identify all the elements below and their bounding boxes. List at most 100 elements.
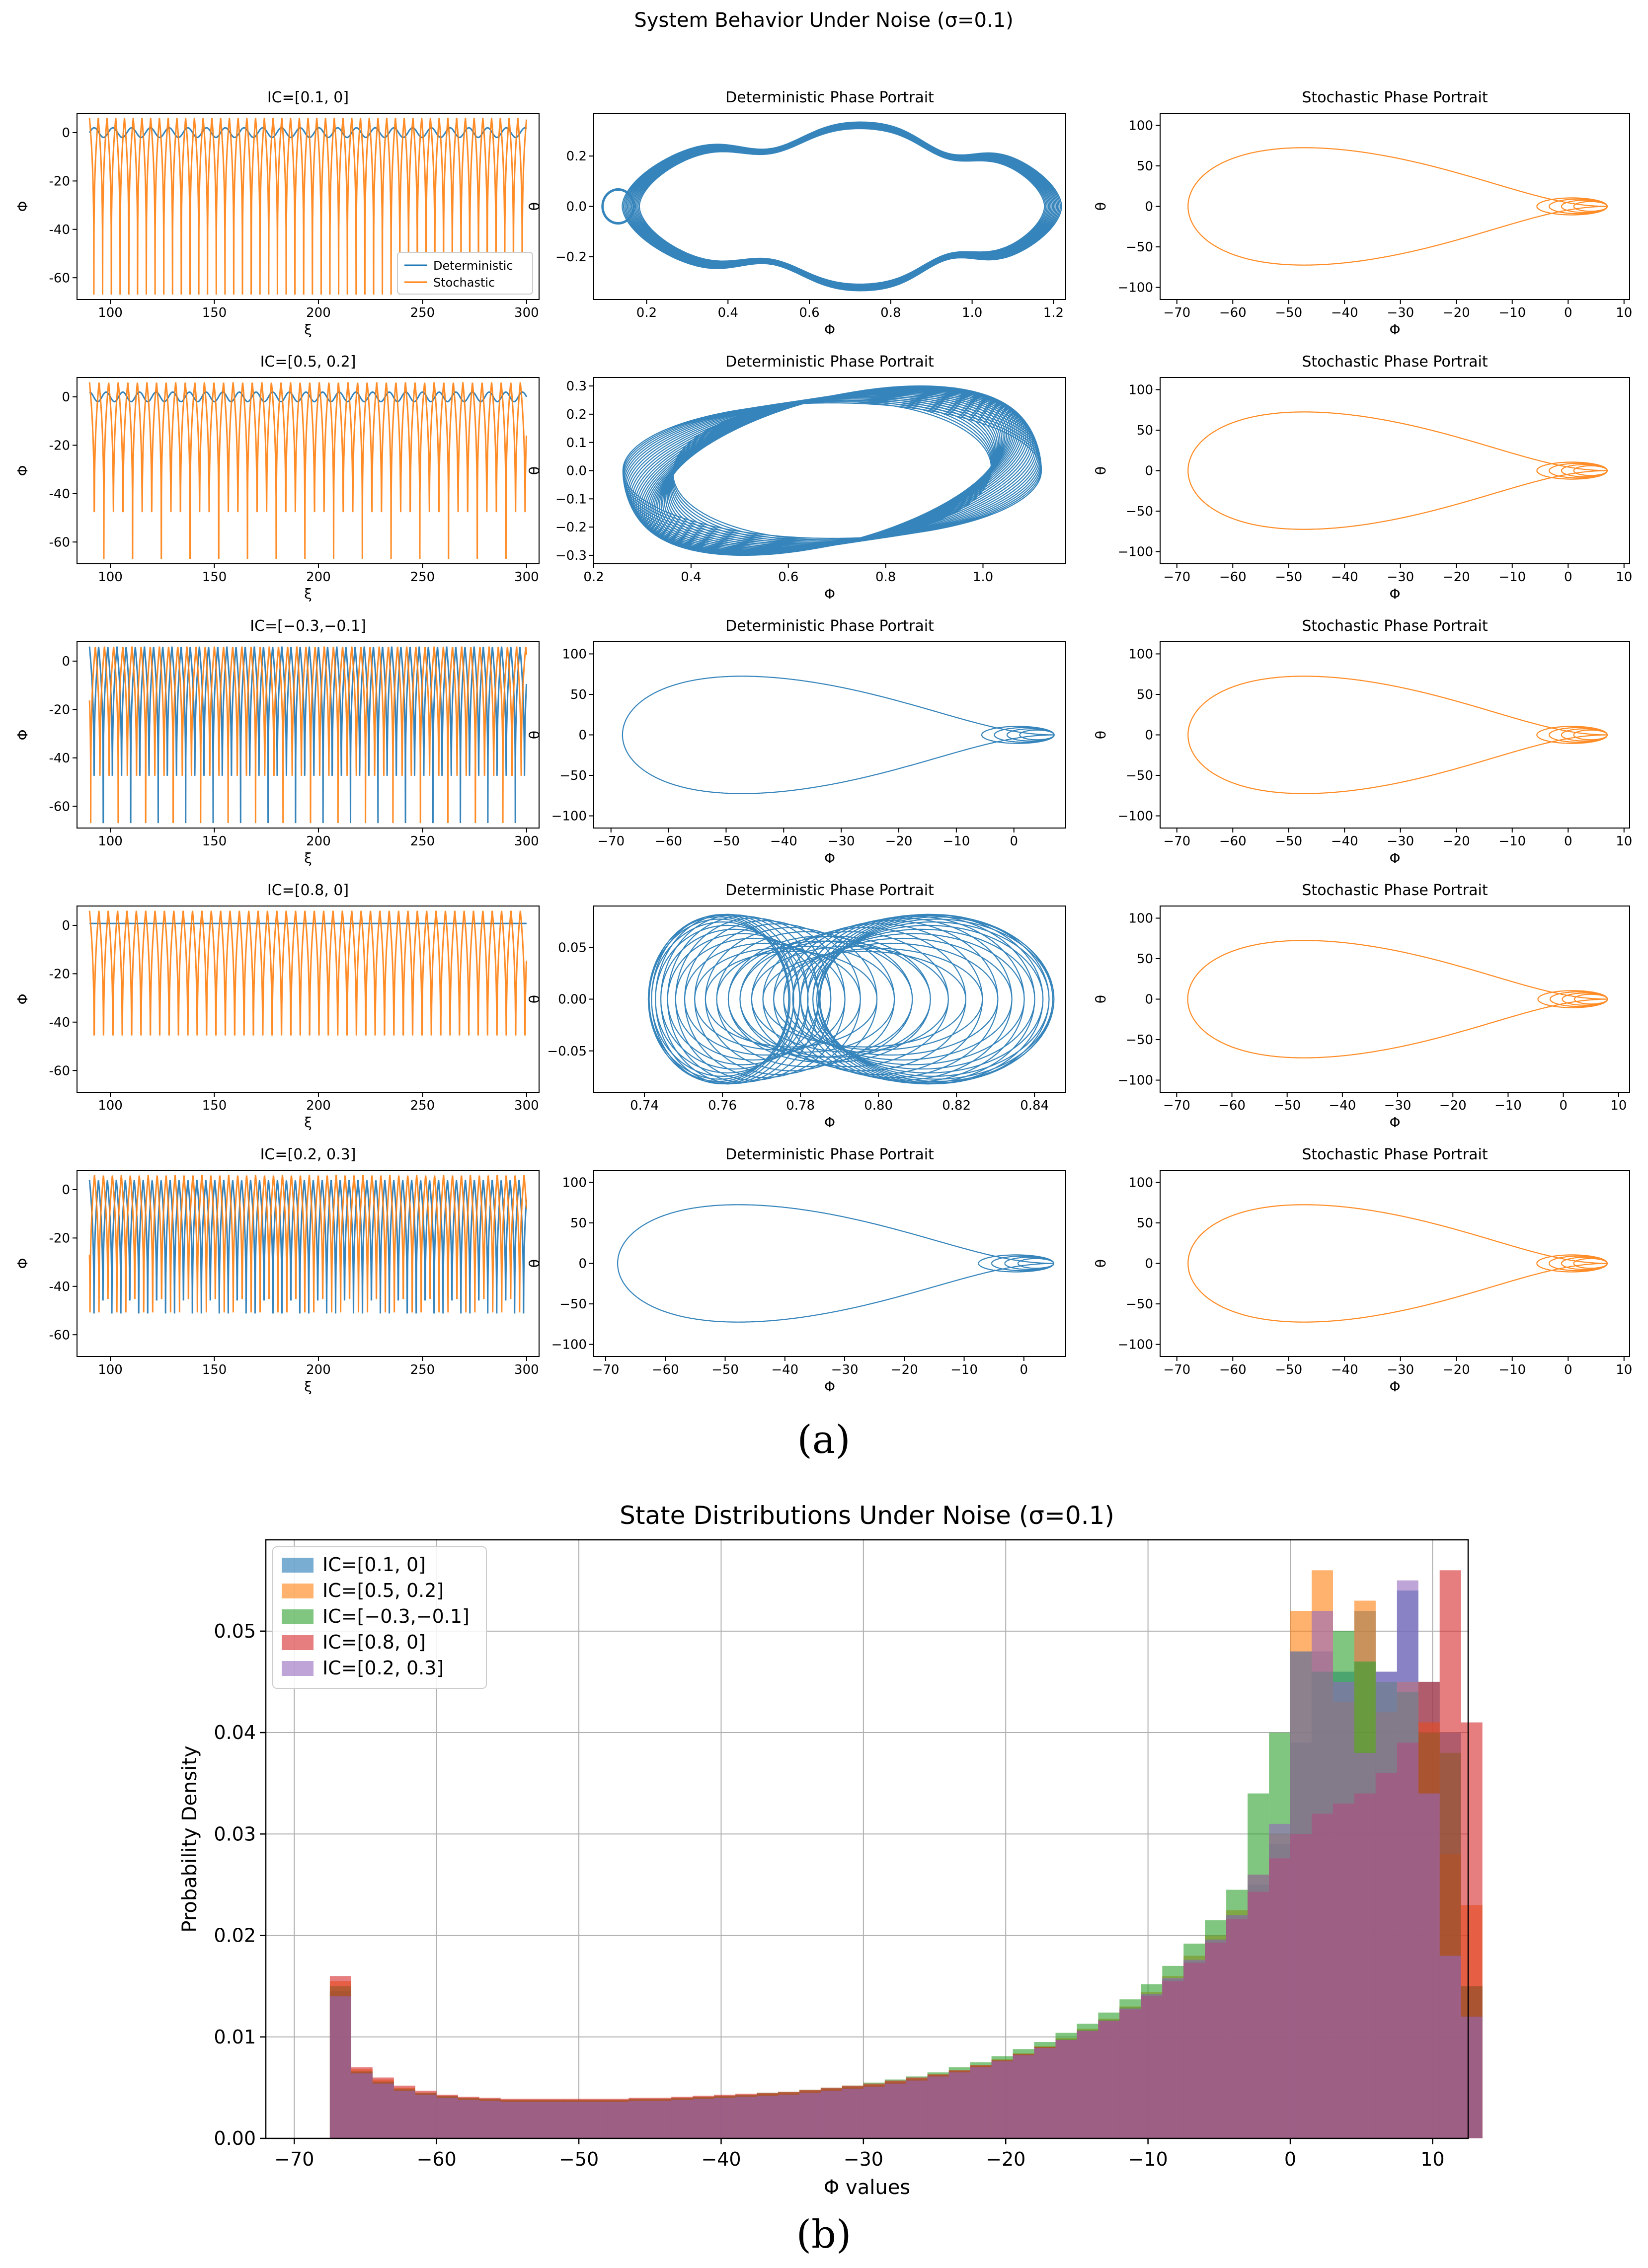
x-tick-label: −30 <box>1387 834 1414 849</box>
y-tick-label: 100 <box>1128 1176 1153 1191</box>
y-tick-label: −0.3 <box>555 548 587 563</box>
y-tick-label: 0 <box>62 654 70 669</box>
y-tick-label: -20 <box>49 174 70 189</box>
x-tick-label: 100 <box>98 570 123 585</box>
x-tick-label: 300 <box>514 834 539 849</box>
x-axis-label: Φ <box>1389 850 1400 866</box>
y-tick-label: 0.01 <box>214 2026 256 2048</box>
x-tick-label: −20 <box>986 2148 1025 2170</box>
subplot-ts4: IC=[0.8, 0] 100 150 200 250 300 0 -20 -40 -60 ξ Φ <box>14 882 540 1131</box>
y-tick-label: 0.04 <box>214 1722 256 1743</box>
x-tick-label: −40 <box>770 834 797 849</box>
histogram-bar <box>1141 1994 1163 2138</box>
y-tick-label: 0.00 <box>214 2127 256 2149</box>
series-stochastic <box>88 646 528 824</box>
x-axis-label: Φ <box>1389 321 1400 338</box>
x-axis-label: ξ <box>304 321 312 338</box>
x-tick-label: 200 <box>306 834 331 849</box>
histogram-bar <box>1461 2016 1483 2138</box>
y-tick-label: 0 <box>578 728 587 743</box>
x-tick-label: 0.6 <box>778 570 798 585</box>
histogram-bar <box>757 2096 778 2138</box>
x-tick-label: −30 <box>1384 1098 1412 1113</box>
subplot-sto2: Stochastic Phase Portrait −70 −60 −50 −40 −30… <box>1093 353 1632 602</box>
histogram-bar <box>1312 1611 1333 2138</box>
series-deterministic <box>88 127 527 139</box>
x-axis-label: Φ <box>824 321 835 338</box>
y-tick-label: 50 <box>1137 687 1153 702</box>
subplot-title: Stochastic Phase Portrait <box>1302 882 1488 899</box>
y-tick-label: −50 <box>1126 504 1153 519</box>
histogram-bar <box>693 2099 714 2138</box>
y-tick-label: 100 <box>1128 383 1153 398</box>
y-tick-label: 0 <box>1145 992 1153 1007</box>
x-tick-label: 0 <box>1564 570 1572 585</box>
y-tick-label: −0.2 <box>555 250 587 265</box>
histogram-title: State Distributions Under Noise (σ=0.1) <box>620 1501 1114 1530</box>
legend-entry: Stochastic <box>433 276 495 290</box>
y-tick-label: −50 <box>559 768 587 783</box>
y-tick-label: −50 <box>1126 768 1153 783</box>
y-axis-label: θ <box>526 731 543 739</box>
x-tick-label: −20 <box>885 834 913 849</box>
histogram-legend: IC=[0.1, 0] IC=[0.5, 0.2] IC=[−0.3,−0.1] IC… <box>272 1546 487 1689</box>
y-axis-label: Φ <box>14 201 31 212</box>
y-tick-label: −0.05 <box>547 1044 587 1059</box>
x-axis-label: Φ <box>1389 1114 1400 1131</box>
x-axis-label: Φ <box>1389 586 1400 602</box>
subplot-title: Stochastic Phase Portrait <box>1302 89 1488 106</box>
x-tick-label: 0 <box>1564 1362 1572 1377</box>
y-axis-label: θ <box>1093 731 1109 739</box>
series-stochastic <box>1187 676 1608 794</box>
x-tick-label: −60 <box>417 2148 457 2170</box>
y-tick-label: 100 <box>1128 119 1153 134</box>
y-tick-label: 0.05 <box>214 1620 256 1642</box>
histogram-bar <box>351 2073 373 2138</box>
x-tick-label: −50 <box>1275 305 1302 320</box>
legend-swatch <box>282 1558 314 1573</box>
histogram-bar <box>863 2086 885 2138</box>
plot-area <box>617 1204 1055 1323</box>
y-tick-label: −0.2 <box>555 520 587 535</box>
x-tick-label: 300 <box>514 305 539 320</box>
series-deterministic <box>647 913 1055 1085</box>
x-tick-label: −30 <box>831 1362 859 1377</box>
y-tick-label: 0.05 <box>558 940 587 955</box>
histogram-bar <box>671 2100 693 2138</box>
y-tick-label: 50 <box>1137 1216 1153 1231</box>
subplot-det1: Deterministic Phase Portrait 0.2 0.4 0.6 0.8… <box>526 89 1066 338</box>
y-tick-label: −50 <box>1126 1297 1153 1312</box>
y-tick-label: 100 <box>562 647 587 662</box>
histogram-bar <box>479 2101 501 2138</box>
plot-area <box>1187 940 1608 1058</box>
x-tick-label: 200 <box>306 305 331 320</box>
axes-frame <box>77 641 540 829</box>
histogram-bar <box>628 2101 650 2138</box>
axes-frame <box>1160 906 1630 1093</box>
x-tick-label: 1.0 <box>962 305 982 320</box>
x-tick-label: 10 <box>1616 1362 1632 1377</box>
series-deterministic <box>601 121 1062 292</box>
y-tick-label: 0.03 <box>214 1823 256 1845</box>
y-tick-label: -60 <box>49 1063 70 1078</box>
series-stochastic <box>1187 940 1608 1058</box>
x-tick-label: −10 <box>1128 2148 1168 2170</box>
subplot-title: IC=[−0.3,−0.1] <box>250 617 366 635</box>
series-deterministic <box>622 385 1042 556</box>
plot-area <box>1187 676 1608 794</box>
x-tick-label: −60 <box>1219 834 1247 849</box>
series-stochastic <box>1187 147 1608 266</box>
y-tick-label: 0 <box>578 1257 587 1272</box>
x-tick-label: 150 <box>202 1362 227 1377</box>
x-tick-label: 10 <box>1616 834 1632 849</box>
y-tick-label: 0.02 <box>214 1925 256 1947</box>
x-tick-label: −10 <box>1498 570 1526 585</box>
y-tick-label: 0 <box>62 918 70 933</box>
y-tick-label: 50 <box>1137 952 1153 967</box>
x-tick-label: −70 <box>592 1362 620 1377</box>
y-axis-label: Φ <box>14 993 31 1004</box>
plot-area <box>1187 411 1608 530</box>
x-tick-label: −20 <box>1443 834 1470 849</box>
subplot-title: Deterministic Phase Portrait <box>725 617 934 635</box>
x-tick-label: 100 <box>98 305 123 320</box>
